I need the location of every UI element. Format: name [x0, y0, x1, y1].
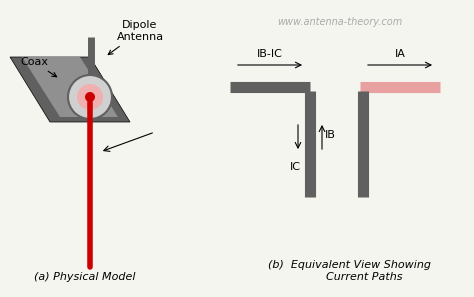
Text: Coax: Coax: [20, 57, 56, 77]
Text: (a) Physical Model: (a) Physical Model: [34, 272, 136, 282]
Circle shape: [68, 75, 112, 119]
Text: IB-IC: IB-IC: [257, 49, 283, 59]
Text: (b)  Equivalent View Showing
        Current Paths: (b) Equivalent View Showing Current Path…: [268, 260, 431, 282]
Text: IB: IB: [325, 130, 336, 140]
Polygon shape: [22, 57, 118, 117]
Circle shape: [77, 84, 103, 110]
Text: IA: IA: [394, 49, 405, 59]
Text: Dipole
Antenna: Dipole Antenna: [108, 20, 164, 55]
Circle shape: [85, 92, 95, 102]
Polygon shape: [10, 57, 130, 122]
Text: IC: IC: [290, 162, 301, 172]
Text: www.antenna-theory.com: www.antenna-theory.com: [277, 17, 402, 27]
